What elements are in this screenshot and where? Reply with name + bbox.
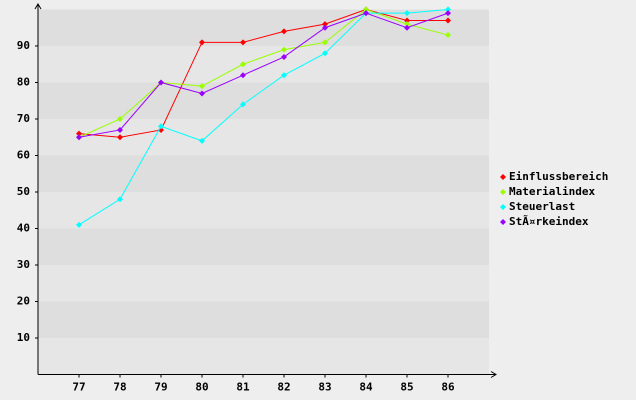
x-tick-label: 79: [154, 381, 167, 394]
data-point: [199, 83, 205, 90]
y-tick-label: 60: [17, 149, 30, 162]
plot-band: [38, 155, 489, 192]
plot-band: [38, 119, 489, 156]
data-point: [281, 53, 287, 60]
y-tick-label: 20: [17, 295, 30, 308]
data-point: [322, 21, 328, 28]
x-tick-label: 77: [72, 381, 85, 394]
plot-band: [38, 228, 489, 265]
data-point: [445, 6, 451, 13]
data-point: [281, 28, 287, 35]
data-point: [76, 130, 82, 137]
plot: 10 20 30 40 50 60 70 80 90 77 78 79 80 81 82 83 84 85 86 Ei…: [17, 3, 608, 394]
data-point: [445, 17, 451, 24]
data-point: [199, 39, 205, 46]
legend-label: Einflussbereich: [509, 170, 608, 183]
plot-band: [38, 82, 489, 119]
y-tick-label: 70: [17, 112, 30, 125]
series-line: [78, 8, 448, 138]
data-point: [322, 50, 328, 57]
y-tick-label: 90: [17, 39, 30, 52]
data-point: [240, 101, 246, 108]
y-tick-label: 10: [17, 331, 30, 344]
data-point: [117, 196, 123, 203]
plot-band: [38, 46, 489, 83]
data-point: [76, 134, 82, 141]
data-point: [199, 90, 205, 97]
data-point: [322, 24, 328, 31]
data-point: [117, 126, 123, 133]
legend-label: Materialindex: [509, 185, 595, 198]
x-axis-arrow: [490, 371, 497, 378]
x-tick-label: 80: [195, 381, 208, 394]
plot-band: [38, 301, 489, 338]
series-line: [78, 8, 449, 138]
data-point: [240, 72, 246, 79]
data-point: [445, 32, 451, 39]
data-point: [363, 10, 369, 17]
data-point: [158, 123, 164, 130]
x-tick-label: 78: [113, 381, 126, 394]
data-point: [404, 17, 410, 24]
x-tick-label: 83: [318, 381, 331, 394]
x-tick-label: 81: [236, 381, 250, 394]
series-line: [78, 12, 449, 138]
y-tick-label: 40: [17, 222, 30, 235]
data-point: [199, 137, 205, 144]
data-point: [322, 39, 328, 46]
data-point: [76, 221, 82, 228]
plot-bands: [38, 9, 489, 375]
y-tick-label: 50: [17, 185, 30, 198]
legend-label: Steuerlast: [509, 200, 575, 213]
data-point: [240, 61, 246, 68]
data-point: [363, 6, 369, 13]
data-point: [240, 39, 246, 46]
data-point: [117, 134, 123, 141]
y-axis-arrow: [34, 3, 42, 10]
data-point: [445, 10, 451, 17]
plot-band: [38, 192, 489, 229]
plot-band: [38, 9, 489, 46]
plot-band: [38, 265, 489, 302]
data-point: [404, 24, 410, 31]
x-tick-label: 82: [277, 381, 290, 394]
series-line: [78, 9, 449, 226]
data-point: [158, 79, 164, 86]
legend-label: StÃ¤rkeindex: [509, 215, 589, 228]
x-tick-label: 84: [359, 381, 373, 394]
legend-marker: [500, 204, 506, 210]
y-tick-label: 80: [17, 76, 30, 89]
data-point: [404, 21, 410, 28]
legend-marker: [500, 174, 506, 180]
x-tick-label: 86: [441, 381, 455, 394]
data-point: [281, 72, 287, 79]
data-point: [117, 116, 123, 122]
data-point: [404, 10, 410, 17]
legend-marker: [500, 219, 506, 225]
legend-marker: [500, 189, 506, 195]
data-point: [281, 46, 287, 53]
x-tick-label: 85: [400, 381, 413, 394]
plot-band: [38, 338, 489, 375]
y-tick-label: 30: [17, 258, 30, 271]
